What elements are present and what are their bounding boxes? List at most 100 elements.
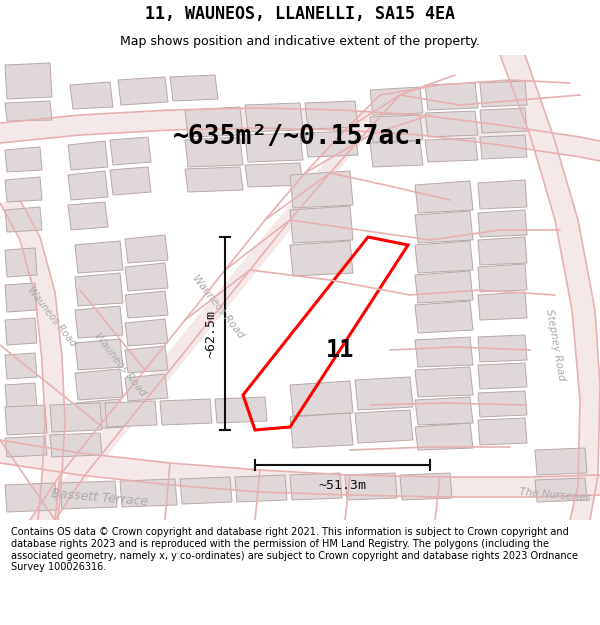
Polygon shape — [125, 291, 168, 318]
Polygon shape — [500, 55, 600, 520]
Polygon shape — [425, 83, 478, 110]
Text: Map shows position and indicative extent of the property.: Map shows position and indicative extent… — [120, 35, 480, 48]
Polygon shape — [185, 167, 243, 192]
Polygon shape — [290, 473, 342, 500]
Text: Wauneos Road: Wauneos Road — [26, 285, 78, 349]
Polygon shape — [5, 207, 42, 232]
Polygon shape — [180, 477, 232, 504]
Polygon shape — [75, 306, 123, 338]
Polygon shape — [68, 141, 108, 170]
Polygon shape — [478, 292, 527, 320]
Polygon shape — [480, 135, 527, 159]
Polygon shape — [415, 211, 473, 243]
Polygon shape — [0, 440, 600, 497]
Polygon shape — [68, 171, 108, 200]
Polygon shape — [120, 479, 177, 507]
Polygon shape — [5, 63, 52, 99]
Polygon shape — [75, 399, 123, 430]
Polygon shape — [0, 108, 600, 161]
Text: ~62.5m: ~62.5m — [204, 309, 217, 358]
Polygon shape — [110, 137, 151, 165]
Polygon shape — [5, 248, 37, 277]
Polygon shape — [30, 95, 400, 520]
Polygon shape — [70, 82, 113, 109]
Polygon shape — [478, 363, 527, 389]
Polygon shape — [305, 101, 358, 129]
Polygon shape — [478, 237, 527, 265]
Polygon shape — [5, 353, 37, 379]
Text: Wauneos Road: Wauneos Road — [190, 274, 246, 341]
Polygon shape — [75, 241, 123, 273]
Polygon shape — [478, 391, 527, 417]
Polygon shape — [5, 283, 37, 312]
Polygon shape — [290, 206, 353, 243]
Polygon shape — [245, 133, 303, 162]
Polygon shape — [105, 401, 157, 427]
Polygon shape — [400, 473, 452, 500]
Polygon shape — [425, 138, 478, 162]
Polygon shape — [185, 137, 243, 167]
Polygon shape — [478, 264, 527, 292]
Polygon shape — [5, 101, 52, 121]
Polygon shape — [5, 177, 42, 202]
Polygon shape — [480, 108, 527, 133]
Polygon shape — [480, 81, 527, 107]
Polygon shape — [290, 171, 353, 208]
Polygon shape — [370, 141, 423, 167]
Polygon shape — [345, 473, 397, 500]
Text: Bassett Terrace: Bassett Terrace — [51, 488, 149, 509]
Polygon shape — [125, 319, 168, 346]
Polygon shape — [5, 318, 37, 345]
Text: Wauneos Road: Wauneos Road — [92, 331, 148, 399]
Polygon shape — [478, 418, 527, 445]
Polygon shape — [290, 381, 353, 416]
Text: 11: 11 — [326, 338, 354, 362]
Polygon shape — [415, 271, 473, 303]
Text: Contains OS data © Crown copyright and database right 2021. This information is : Contains OS data © Crown copyright and d… — [11, 528, 578, 572]
Polygon shape — [245, 163, 303, 187]
Polygon shape — [125, 374, 168, 401]
Text: Stepney Road: Stepney Road — [544, 308, 566, 382]
Polygon shape — [215, 397, 267, 423]
Polygon shape — [478, 210, 527, 237]
Polygon shape — [5, 405, 47, 435]
Polygon shape — [370, 115, 423, 142]
Polygon shape — [355, 410, 413, 443]
Polygon shape — [415, 241, 473, 273]
Polygon shape — [290, 413, 353, 448]
Polygon shape — [5, 147, 42, 172]
Polygon shape — [118, 77, 168, 105]
Polygon shape — [425, 111, 478, 137]
Polygon shape — [50, 403, 102, 432]
Polygon shape — [415, 181, 473, 213]
Text: ~635m²/~0.157ac.: ~635m²/~0.157ac. — [173, 124, 427, 150]
Polygon shape — [125, 346, 168, 373]
Polygon shape — [75, 339, 123, 370]
Polygon shape — [370, 87, 423, 115]
Polygon shape — [415, 423, 473, 450]
Text: 11, WAUNEOS, LLANELLI, SA15 4EA: 11, WAUNEOS, LLANELLI, SA15 4EA — [145, 5, 455, 22]
Polygon shape — [5, 383, 37, 409]
Polygon shape — [125, 235, 168, 263]
Polygon shape — [5, 436, 47, 457]
Text: ~51.3m: ~51.3m — [319, 479, 367, 492]
Polygon shape — [185, 107, 243, 137]
Polygon shape — [415, 367, 473, 397]
Polygon shape — [415, 301, 473, 333]
Polygon shape — [0, 200, 65, 520]
Polygon shape — [125, 263, 168, 291]
Polygon shape — [160, 399, 212, 425]
Polygon shape — [110, 167, 151, 195]
Polygon shape — [5, 483, 57, 512]
Polygon shape — [245, 103, 303, 132]
Polygon shape — [290, 241, 353, 276]
Polygon shape — [68, 202, 108, 230]
Polygon shape — [535, 448, 587, 475]
Polygon shape — [305, 131, 358, 157]
Polygon shape — [170, 75, 218, 101]
Polygon shape — [30, 95, 400, 520]
Polygon shape — [60, 481, 117, 509]
Text: The Nurseries: The Nurseries — [519, 487, 591, 503]
Polygon shape — [478, 335, 527, 362]
Polygon shape — [415, 397, 473, 425]
